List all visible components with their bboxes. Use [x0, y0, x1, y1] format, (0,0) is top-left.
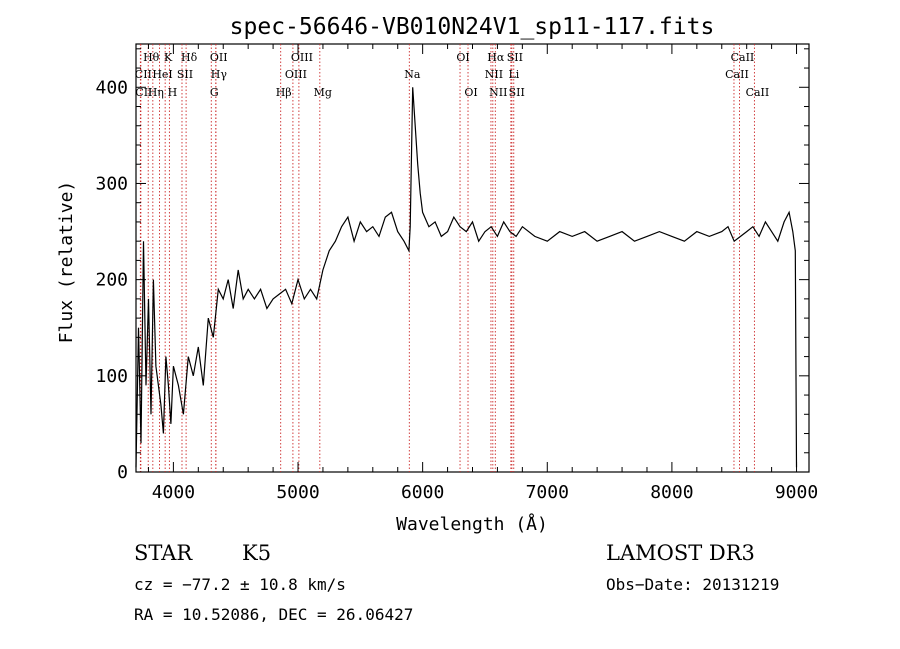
line-label-22: Li — [508, 68, 519, 81]
line-label-13: OIII — [285, 68, 307, 81]
line-label-0: Hθ — [143, 51, 160, 64]
y-axis-label: Flux (relative) — [56, 181, 77, 344]
line-label-8: SII — [177, 68, 193, 81]
series-flux — [135, 87, 798, 468]
line-label-7: HeI — [152, 68, 172, 81]
line-label-18: OI — [464, 86, 477, 99]
line-label-15: Mg — [314, 86, 332, 99]
line-label-19: Hα — [487, 51, 505, 64]
line-label-5: G — [210, 86, 219, 99]
line-label-21: NII — [485, 68, 503, 81]
line-label-25: CaII — [731, 51, 755, 64]
x-tick-label-4000: 4000 — [152, 482, 195, 503]
x-tick-label-7000: 7000 — [526, 482, 569, 503]
line-label-27: CaII — [746, 86, 770, 99]
object-class: STAR — [134, 541, 193, 565]
line-label-20: SII — [507, 51, 523, 64]
y-tick-label-300: 300 — [95, 173, 128, 194]
x-tick-label-8000: 8000 — [650, 482, 693, 503]
x-axis-ticks: 4000 5000 6000 7000 8000 9000 — [147, 44, 818, 503]
line-label-9: CII — [135, 86, 152, 99]
y-tick-label-400: 400 — [95, 77, 128, 98]
object-subclass: K5 — [242, 541, 271, 565]
plot-frame — [135, 43, 810, 473]
y-tick-label-100: 100 — [95, 366, 128, 387]
line-label-14: Hβ — [276, 86, 292, 99]
line-label-3: OII — [210, 51, 228, 64]
observation-date: Obs−Date: 20131219 — [606, 575, 779, 594]
line-label-16: Na — [404, 68, 421, 81]
line-label-4: Hγ — [211, 68, 228, 81]
line-label-24: SII — [509, 86, 525, 99]
x-tick-label-9000: 9000 — [775, 482, 818, 503]
y-axis-ticks: 0 100 200 300 400 — [95, 48, 809, 483]
flux-series — [135, 87, 798, 468]
x-tick-label-6000: 6000 — [401, 482, 444, 503]
line-label-1: K — [164, 51, 173, 64]
line-label-11: H — [168, 86, 178, 99]
line-label-2: Hδ — [181, 51, 198, 64]
redshift-cz: cz = −77.2 ± 10.8 km/s — [134, 575, 346, 594]
x-axis-label: Wavelength (Å) — [396, 513, 548, 535]
line-label-23: NII — [489, 86, 507, 99]
line-label-26: CaII — [725, 68, 749, 81]
line-label-6: CII — [135, 68, 152, 81]
chart-title: spec-56646-VB010N24V1_sp11-117.fits — [230, 14, 715, 40]
y-tick-label-0: 0 — [117, 462, 128, 483]
survey-name: LAMOST DR3 — [606, 541, 755, 565]
x-tick-label-5000: 5000 — [276, 482, 319, 503]
line-label-10: Hη — [148, 86, 164, 99]
ra-dec: RA = 10.52086, DEC = 26.06427 — [134, 605, 413, 624]
y-tick-label-200: 200 — [95, 270, 128, 291]
line-label-12: OIII — [291, 51, 313, 64]
emission-line-markers — [139, 44, 755, 472]
line-label-17: OI — [456, 51, 469, 64]
